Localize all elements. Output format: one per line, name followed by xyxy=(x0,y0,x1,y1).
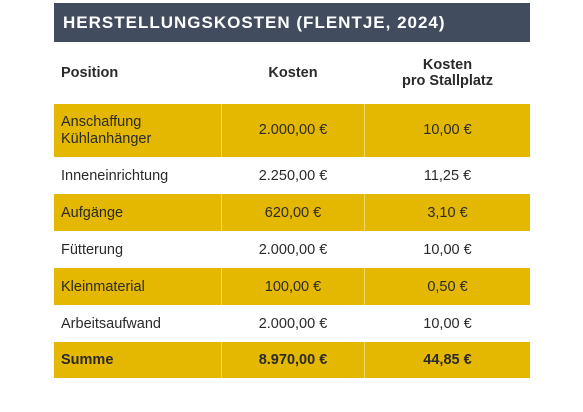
cell-kosten: 2.000,00 € xyxy=(221,231,365,268)
cell-pro-stallplatz: 3,10 € xyxy=(365,194,530,231)
cell-pro-stallplatz: 10,00 € xyxy=(423,241,472,258)
cell-kosten: 100,00 € xyxy=(221,268,365,305)
table-title: HERSTELLUNGSKOSTEN (FLENTJE, 2024) xyxy=(54,3,530,42)
table-row: Fütterung 2.000,00 € 10,00 € xyxy=(54,231,530,268)
cell-pro-stallplatz: 10,00 € xyxy=(365,104,530,157)
header-pro-stallplatz-line1: Kosten xyxy=(422,57,473,73)
cell-kosten: 620,00 € xyxy=(221,194,365,231)
sum-position: Summe xyxy=(54,342,221,378)
table-row: Inneneinrichtung 2.250,00 € 11,25 € xyxy=(54,157,530,194)
cell-position: Inneneinrichtung xyxy=(61,167,169,184)
cost-table: Position Kosten Kosten pro Stallplatz An… xyxy=(54,42,530,378)
cell-kosten: 2.000,00 € xyxy=(221,305,365,342)
table-row: Arbeitsaufwand 2.000,00 € 10,00 € xyxy=(54,305,530,342)
cell-position: Arbeitsaufwand xyxy=(61,315,161,332)
header-position: Position xyxy=(61,65,119,81)
cost-table-card: HERSTELLUNGSKOSTEN (FLENTJE, 2024) Posit… xyxy=(54,3,530,378)
sum-row: Summe 8.970,00 € 44,85 € xyxy=(54,342,530,378)
cell-position: Kleinmaterial xyxy=(54,268,221,305)
cell-kosten: 2.000,00 € xyxy=(221,104,365,157)
header-row: Position Kosten Kosten pro Stallplatz xyxy=(54,42,530,104)
sum-kosten: 8.970,00 € xyxy=(221,342,365,378)
table-row: Anschaffung Kühlanhänger 2.000,00 € 10,0… xyxy=(54,104,530,157)
cell-kosten: 2.250,00 € xyxy=(221,157,365,194)
header-pro-stallplatz: Kosten pro Stallplatz xyxy=(365,42,530,104)
cell-position-line1: Anschaffung xyxy=(61,113,142,130)
cell-position-line2: Kühlanhänger xyxy=(61,130,152,147)
cell-pro-stallplatz: 10,00 € xyxy=(423,315,472,332)
sum-pro-stallplatz: 44,85 € xyxy=(365,342,530,378)
cell-position: Anschaffung Kühlanhänger xyxy=(54,104,221,157)
cell-pro-stallplatz: 11,25 € xyxy=(423,167,472,184)
header-kosten: Kosten xyxy=(268,65,318,81)
table-row: Aufgänge 620,00 € 3,10 € xyxy=(54,194,530,231)
header-pro-stallplatz-line2: pro Stallplatz xyxy=(401,73,494,89)
cell-position: Fütterung xyxy=(61,241,124,258)
table-row: Kleinmaterial 100,00 € 0,50 € xyxy=(54,268,530,305)
cell-position: Aufgänge xyxy=(54,194,221,231)
cell-pro-stallplatz: 0,50 € xyxy=(365,268,530,305)
